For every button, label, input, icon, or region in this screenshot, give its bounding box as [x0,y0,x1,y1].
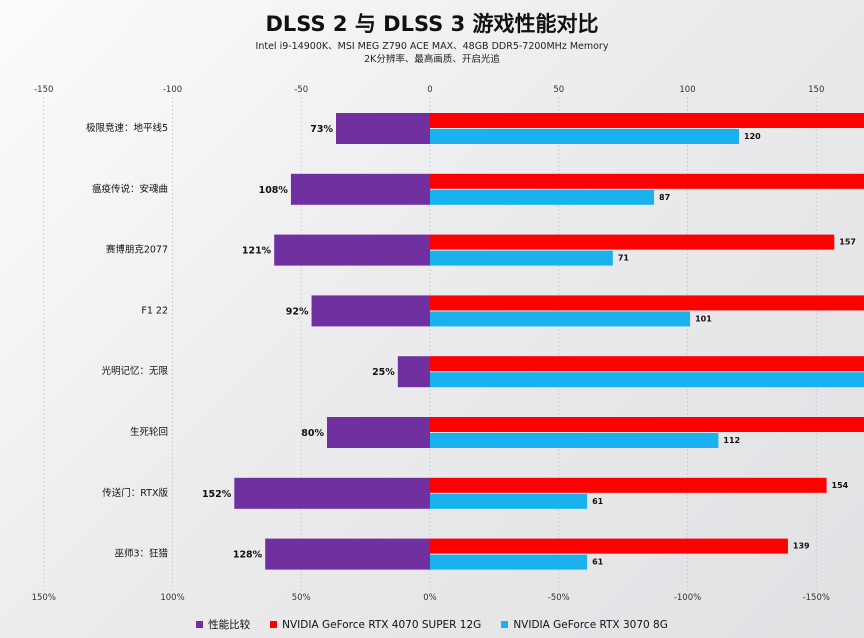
performance-bar [311,295,430,327]
bottom-axis-tick-label: -50% [548,593,570,603]
performance-bar [290,173,430,205]
performance-bar-label: 73% [310,124,333,135]
performance-bar [274,234,430,266]
rtx3070-bar-label: 71 [618,254,630,263]
legend-swatch-red [270,621,278,628]
legend-swatch-blue [501,621,509,628]
legend-swatch-purple [196,621,204,628]
performance-bar-label: 121% [242,246,272,257]
category-label: 巫师3：狂猎 [114,548,168,560]
rtx3070-bar [430,189,655,205]
performance-bar-label: 92% [286,306,309,317]
rtx3070-bar [430,554,588,570]
rtx4070super-bar [430,295,864,311]
rtx4070super-bar [430,417,864,432]
top-axis-tick-label: 50 [553,85,564,95]
rtx4070super-bar [430,477,827,493]
legend-item-performance: 性能比较 [196,617,250,632]
rtx3070-bar [430,433,719,448]
legend-item-rtx3070: NVIDIA GeForce RTX 3070 8G [501,617,668,632]
category-label: 传送门：RTX版 [102,487,168,499]
top-axis-tick-label: 100 [679,85,695,95]
bottom-axis-tick-label: -100% [674,593,701,603]
performance-bar [265,538,430,570]
rtx3070-bar [430,129,739,144]
rtx4070super-bar [430,356,864,372]
category-label: 极限竞速：地平线5 [86,122,168,134]
category-label: 赛博朋克2077 [106,244,168,256]
rtx4070super-bar-label: 139 [793,542,810,551]
category-label: 瘟疫传说：安魂曲 [92,183,168,195]
rtx3070-bar [430,372,864,388]
rtx4070super-bar-label: 154 [832,481,849,490]
rtx4070super-bar [430,234,835,250]
rtx3070-bar-label: 120 [744,132,761,141]
rtx4070super-bar-label: 157 [839,238,856,247]
chart-title: DLSS 2 与 DLSS 3 游戏性能对比 [265,12,599,36]
performance-bar [336,113,430,144]
rtx3070-bar-label: 101 [695,314,712,323]
category-label: 光明记忆：无限 [101,365,168,377]
performance-bar [234,477,430,509]
bottom-axis-tick-label: 0% [423,593,437,603]
top-axis-tick-label: 0 [427,85,432,95]
performance-bar-label: 25% [372,367,395,378]
legend-label: NVIDIA GeForce RTX 3070 8G [513,618,668,631]
legend-item-rtx4070super: NVIDIA GeForce RTX 4070 SUPER 12G [270,617,481,632]
top-axis-tick-label: -50 [294,85,308,95]
performance-bar-label: 108% [259,185,289,196]
bottom-axis-tick-label: 100% [160,593,184,603]
bottom-axis-tick-label: -150% [803,593,830,603]
top-axis-tick-label: -150 [34,85,53,95]
legend: 性能比较 NVIDIA GeForce RTX 4070 SUPER 12G N… [0,617,864,632]
performance-bar-label: 80% [301,428,324,439]
bottom-axis-tick-label: 50% [292,593,311,603]
chart-subtitle-line-1: Intel i9-14900K、MSI MEG Z790 ACE MAX、48G… [255,41,609,52]
rtx4070super-bar [430,113,864,128]
top-axis-tick-label: 150 [808,85,824,95]
performance-bar-label: 128% [233,550,263,561]
rtx3070-bar [430,250,613,266]
rtx3070-bar-label: 61 [592,497,604,506]
rtx4070super-bar [430,538,788,554]
rtx3070-bar [430,311,691,327]
rtx3070-bar-label: 61 [592,558,604,567]
category-label: F1 22 [141,305,168,316]
rtx3070-bar-label: 112 [723,436,740,445]
performance-bar [327,417,430,448]
rtx4070super-bar [430,173,864,189]
rtx3070-bar-label: 87 [659,193,670,202]
rtx3070-bar [430,493,588,509]
legend-label: 性能比较 [208,619,251,631]
category-label: 生死轮回 [130,426,168,438]
chart-subtitle-line-2: 2K分辨率、最高画质、开启光追 [364,54,500,65]
legend-label: NVIDIA GeForce RTX 4070 SUPER 12G [282,618,482,631]
bottom-axis-tick-label: 150% [32,593,56,603]
top-axis-tick-label: -100 [163,85,182,95]
performance-bar [397,356,430,388]
performance-bar-label: 152% [202,489,232,500]
